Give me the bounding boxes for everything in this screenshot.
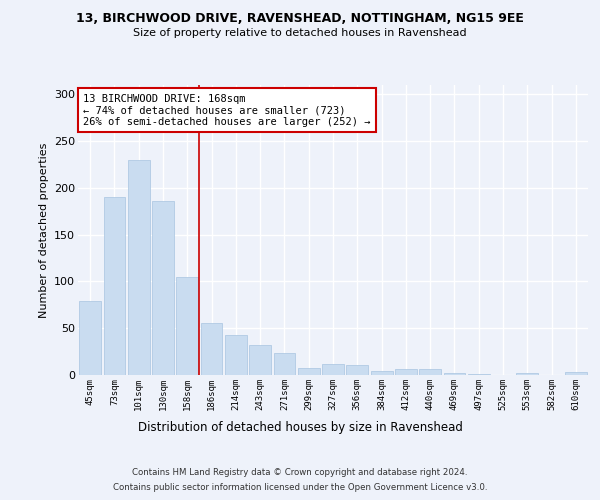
Bar [152,201,174,375]
Text: Contains public sector information licensed under the Open Government Licence v3: Contains public sector information licen… [113,483,487,492]
Bar [128,160,149,375]
Text: 13, BIRCHWOOD DRIVE, RAVENSHEAD, NOTTINGHAM, NG15 9EE: 13, BIRCHWOOD DRIVE, RAVENSHEAD, NOTTING… [76,12,524,26]
Bar [79,301,101,375]
Bar [274,352,295,375]
Text: Contains HM Land Registry data © Crown copyright and database right 2024.: Contains HM Land Registry data © Crown c… [132,468,468,477]
Bar [176,277,198,375]
Bar [298,368,320,375]
Bar [371,372,392,375]
Bar [346,364,368,375]
Text: Distribution of detached houses by size in Ravenshead: Distribution of detached houses by size … [137,421,463,434]
Bar [104,198,125,375]
Bar [565,372,587,375]
Y-axis label: Number of detached properties: Number of detached properties [38,142,49,318]
Bar [395,370,417,375]
Bar [468,374,490,375]
Bar [517,373,538,375]
Bar [249,345,271,375]
Text: 13 BIRCHWOOD DRIVE: 168sqm
← 74% of detached houses are smaller (723)
26% of sem: 13 BIRCHWOOD DRIVE: 168sqm ← 74% of deta… [83,94,371,127]
Bar [225,335,247,375]
Bar [200,322,223,375]
Bar [322,364,344,375]
Bar [443,373,466,375]
Text: Size of property relative to detached houses in Ravenshead: Size of property relative to detached ho… [133,28,467,38]
Bar [419,370,441,375]
